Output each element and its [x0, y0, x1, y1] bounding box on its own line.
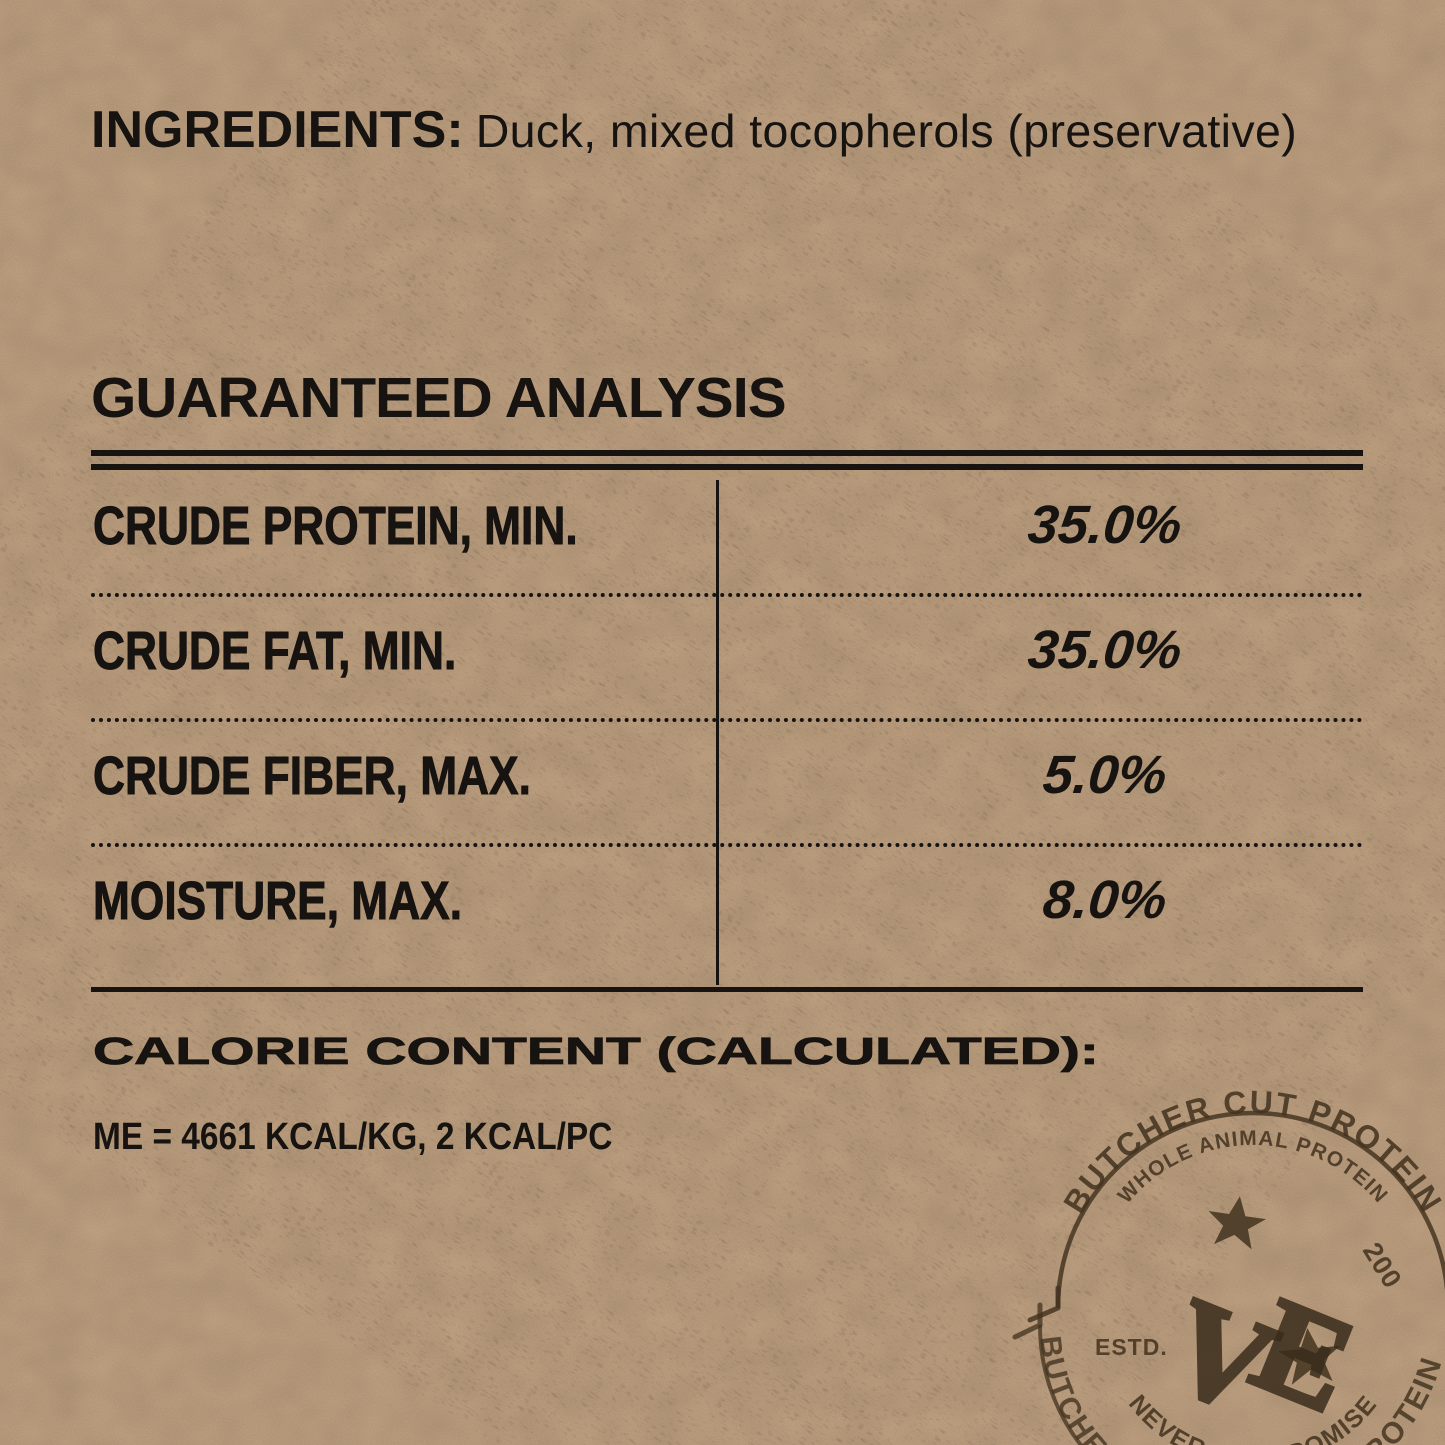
svg-text:BUTCHER: BUTCHER	[1033, 1334, 1129, 1445]
svg-text:E: E	[1235, 1270, 1373, 1441]
svg-text:PROTEIN: PROTEIN	[1342, 1352, 1445, 1445]
svg-text:200: 200	[1357, 1237, 1408, 1294]
svg-text:V: V	[1149, 1270, 1294, 1443]
svg-text:NEVER COMPROMISE: NEVER COMPROMISE	[1123, 1390, 1383, 1445]
svg-text:ESTD.: ESTD.	[1095, 1334, 1168, 1360]
